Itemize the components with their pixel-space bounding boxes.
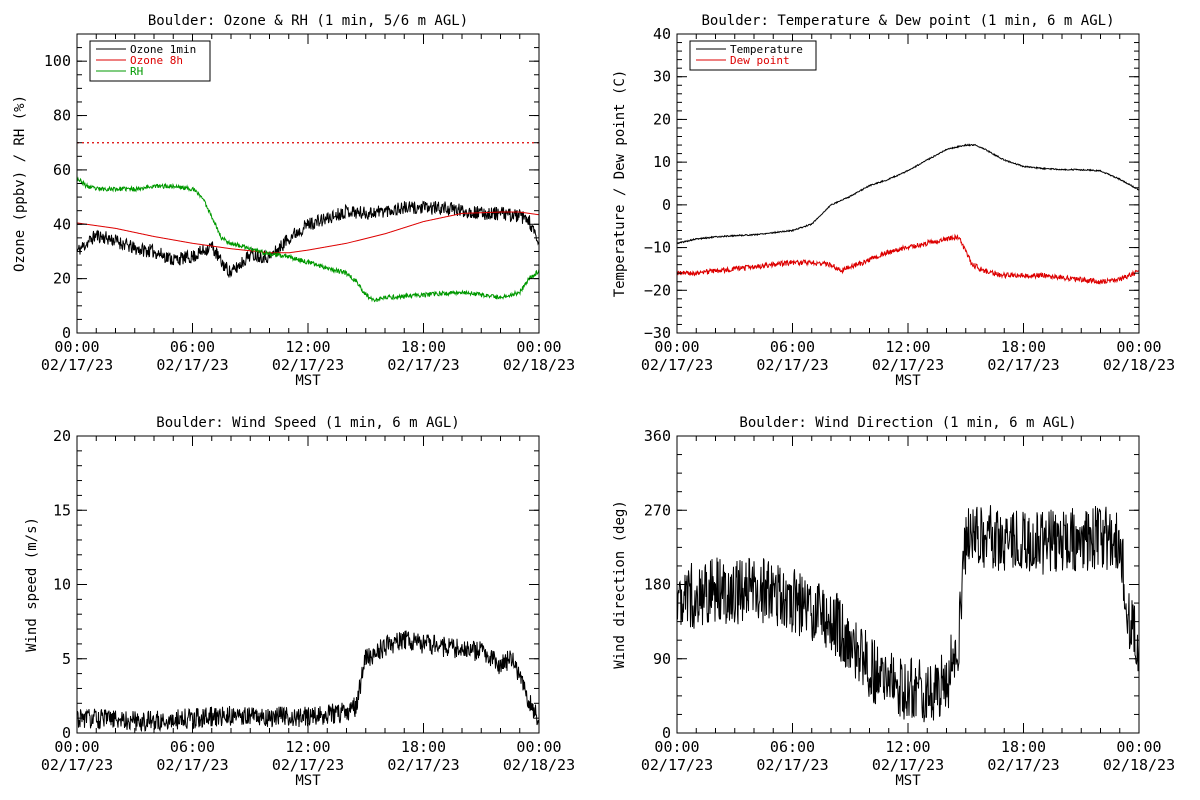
y-tick-label: 100 [44, 52, 71, 70]
x-tick-date-label: 02/18/23 [1103, 756, 1175, 774]
chart-title: Boulder: Wind Speed (1 min, 6 m AGL) [156, 415, 459, 431]
chart-title: Boulder: Temperature & Dew point (1 min,… [701, 13, 1114, 29]
series-line-0 [677, 505, 1139, 723]
y-tick-label: 270 [644, 501, 671, 519]
y-tick-label: 0 [662, 196, 671, 214]
plot-frame [76, 435, 540, 734]
x-axis-label: MST [895, 773, 921, 789]
chart-panel-2: Boulder: Wind Speed (1 min, 6 m AGL) 0 5 10… [24, 415, 575, 789]
chart-title: Boulder: Wind Direction (1 min, 6 m AGL) [739, 415, 1076, 431]
x-tick-time-label: 00:00 [54, 738, 99, 756]
x-tick-time-label: 00:00 [1116, 338, 1161, 356]
x-tick-date-label: 02/17/23 [641, 356, 713, 374]
x-tick-date-label: 02/17/23 [41, 356, 113, 374]
series-line-0 [77, 630, 539, 733]
x-tick-date-label: 02/17/23 [272, 756, 344, 774]
x-tick-date-label: 02/17/23 [872, 756, 944, 774]
x-tick-time-label: 18:00 [1001, 338, 1046, 356]
y-tick-label: 40 [53, 215, 71, 233]
x-tick-time-label: 12:00 [285, 338, 330, 356]
x-tick-date-label: 02/17/23 [756, 356, 828, 374]
x-tick-time-label: 06:00 [170, 338, 215, 356]
legend-label: Temperature [730, 43, 803, 56]
y-tick-label: −10 [644, 239, 671, 257]
x-axis-label: MST [895, 373, 921, 389]
x-tick-date-label: 02/17/23 [156, 756, 228, 774]
x-axis-label: MST [295, 773, 321, 789]
x-tick-time-label: 00:00 [654, 338, 699, 356]
y-axis-label: Wind speed (m/s) [24, 517, 40, 652]
series-line-dew-point [677, 233, 1139, 285]
y-axis-label: Temperature / Dew point (C) [612, 70, 628, 298]
y-tick-label: −20 [644, 281, 671, 299]
x-axis-label: MST [295, 373, 321, 389]
x-tick-date-label: 02/17/23 [872, 356, 944, 374]
series-line-ozone-1min [77, 200, 539, 278]
series-line-temperature [677, 143, 1139, 245]
series-line-ozone-8h [77, 211, 539, 254]
x-tick-time-label: 00:00 [1116, 738, 1161, 756]
x-tick-time-label: 12:00 [285, 738, 330, 756]
y-tick-label: 0 [662, 724, 671, 742]
y-tick-label: 10 [653, 153, 671, 171]
x-tick-date-label: 02/18/23 [503, 356, 575, 374]
legend-box [89, 40, 211, 82]
chart-title: Boulder: Ozone & RH (1 min, 5/6 m AGL) [148, 13, 468, 29]
x-tick-time-label: 00:00 [516, 738, 561, 756]
chart-panel-0: Boulder: Ozone & RH (1 min, 5/6 m AGL)02… [12, 13, 575, 389]
y-tick-label: 10 [53, 576, 71, 594]
y-tick-label: 90 [653, 650, 671, 668]
y-tick-label: 0 [62, 724, 71, 742]
x-tick-time-label: 06:00 [170, 738, 215, 756]
y-tick-label: 15 [53, 501, 71, 519]
y-tick-label: 20 [653, 110, 671, 128]
y-axis-label: Wind direction (deg) [612, 500, 628, 669]
x-tick-date-label: 02/18/23 [1103, 356, 1175, 374]
x-tick-date-label: 02/17/23 [756, 756, 828, 774]
x-tick-time-label: 06:00 [770, 738, 815, 756]
legend-label: Ozone 1min [130, 43, 196, 56]
legend-label: RH [130, 65, 143, 78]
x-tick-date-label: 02/17/23 [987, 356, 1059, 374]
y-tick-label: 20 [53, 427, 71, 445]
legend-label: Ozone 8h [130, 54, 183, 67]
x-tick-time-label: 18:00 [401, 338, 446, 356]
y-tick-label: 5 [62, 650, 71, 668]
x-tick-time-label: 18:00 [1001, 738, 1046, 756]
y-axis-label: Ozone (ppbv) / RH (%) [12, 95, 28, 272]
x-tick-time-label: 00:00 [54, 338, 99, 356]
x-tick-date-label: 02/17/23 [987, 756, 1059, 774]
y-tick-label: 180 [644, 576, 671, 594]
y-tick-label: 30 [653, 68, 671, 86]
x-tick-date-label: 02/17/23 [156, 356, 228, 374]
legend-label: Dew point [730, 54, 790, 67]
y-tick-label: 40 [653, 25, 671, 43]
y-tick-label: 20 [53, 270, 71, 288]
x-tick-time-label: 00:00 [654, 738, 699, 756]
x-tick-date-label: 02/18/23 [503, 756, 575, 774]
x-tick-date-label: 02/17/23 [641, 756, 713, 774]
series-line-rh [77, 176, 539, 303]
y-tick-label: 80 [53, 107, 71, 125]
chart-panel-3: Boulder: Wind Direction (1 min, 6 m AGL)… [612, 415, 1175, 789]
y-tick-label: 0 [62, 324, 71, 342]
x-tick-time-label: 06:00 [770, 338, 815, 356]
x-tick-date-label: 02/17/23 [41, 756, 113, 774]
chart-panel-1: Boulder: Temperature & Dew point (1 min,… [612, 13, 1175, 389]
y-tick-label: −30 [644, 324, 671, 342]
x-tick-time-label: 12:00 [885, 338, 930, 356]
plot-frame [676, 33, 1140, 334]
x-tick-date-label: 02/17/23 [387, 356, 459, 374]
y-tick-label: 360 [644, 427, 671, 445]
x-tick-time-label: 12:00 [885, 738, 930, 756]
legend-box [689, 40, 817, 71]
x-tick-time-label: 18:00 [401, 738, 446, 756]
x-tick-date-label: 02/17/23 [272, 356, 344, 374]
x-tick-date-label: 02/17/23 [387, 756, 459, 774]
y-tick-label: 60 [53, 161, 71, 179]
x-tick-time-label: 00:00 [516, 338, 561, 356]
